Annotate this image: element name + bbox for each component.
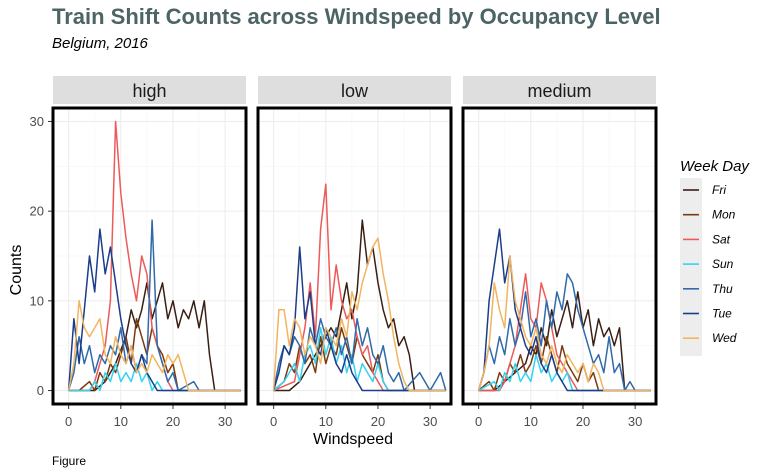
- panel-border: [461, 106, 658, 406]
- legend-label: Tue: [712, 307, 732, 321]
- series-line-mon: [68, 318, 241, 392]
- y-tick-label: 10: [30, 293, 44, 308]
- x-tick-label: 30: [423, 414, 437, 429]
- facet-medium: medium 0 10 20 30: [461, 76, 658, 429]
- legend-label: Mon: [712, 208, 736, 222]
- legend-items: Fri Mon Sat Sun Thu Tue Wed: [683, 183, 737, 345]
- x-axis-label: Windspeed: [313, 431, 393, 448]
- x-tick-label: 20: [576, 414, 590, 429]
- series-line-wed: [272, 237, 446, 392]
- series-line-sat: [273, 183, 446, 392]
- x-tick-label: 0: [475, 414, 482, 429]
- x-tick-label: 30: [218, 414, 232, 429]
- legend-label: Fri: [712, 183, 726, 197]
- legend-title: Week Day: [680, 158, 750, 175]
- facet-high: high 0 10 20 30 0 10 20 30: [30, 76, 248, 429]
- legend-item-sun: Sun: [683, 257, 734, 271]
- x-tick-label: 10: [524, 414, 538, 429]
- legend-label: Sat: [712, 232, 731, 246]
- x-tick-label: 0: [270, 414, 277, 429]
- legend-key-background: [680, 178, 702, 356]
- facet-strip-label: medium: [527, 81, 591, 101]
- legend-item-wed: Wed: [683, 331, 737, 345]
- x-tick-label: 10: [319, 414, 333, 429]
- facet-strip: [258, 76, 451, 104]
- x-tick-label: 20: [166, 414, 180, 429]
- series-line-wed: [67, 300, 241, 392]
- gridlines: [53, 108, 246, 404]
- panel-border: [51, 106, 248, 406]
- facet-low: low 0 10 20 30: [256, 76, 453, 429]
- series-line-wed: [477, 255, 651, 392]
- facet-strip: [463, 76, 656, 104]
- x-tick-label: 20: [371, 414, 385, 429]
- chart-title: Train Shift Counts across Windspeed by O…: [52, 4, 661, 29]
- series-line-sun: [478, 353, 651, 392]
- y-tick-label: 0: [37, 383, 44, 398]
- gridlines: [258, 108, 451, 404]
- facet-strip-label: low: [341, 81, 369, 101]
- figure-caption: Figure: [52, 454, 87, 468]
- legend-label: Thu: [712, 282, 733, 296]
- series-line-sun: [68, 362, 241, 392]
- legend-item-sat: Sat: [683, 232, 731, 246]
- series-line-tue: [477, 228, 651, 392]
- legend-item-thu: Thu: [683, 282, 733, 296]
- facet-panels: high 0 10 20 30 0 10 20 30 low 0 10 20 30 medium 0 10 20 3…: [30, 76, 658, 429]
- legend-item-tue: Tue: [683, 307, 732, 321]
- facet-strip-label: high: [132, 81, 166, 101]
- legend-label: Wed: [712, 331, 737, 345]
- x-tick-label: 30: [628, 414, 642, 429]
- facet-strip: [53, 76, 246, 104]
- x-tick-label: 0: [65, 414, 72, 429]
- chart-subtitle: Belgium, 2016: [52, 35, 148, 52]
- legend-item-mon: Mon: [683, 208, 736, 222]
- y-axis-label: Counts: [8, 245, 25, 296]
- series-line-mon: [273, 327, 446, 392]
- legend-label: Sun: [712, 257, 734, 271]
- y-tick-label: 30: [30, 114, 44, 129]
- series-line-thu: [477, 273, 651, 392]
- legend-item-fri: Fri: [683, 183, 726, 197]
- x-tick-label: 10: [114, 414, 128, 429]
- legend: Week Day Fri Mon Sat Sun Thu Tue Wed: [680, 158, 750, 356]
- y-tick-label: 20: [30, 204, 44, 219]
- series-line-tue: [272, 246, 446, 392]
- panel-border: [256, 106, 453, 406]
- series-line-fri: [478, 291, 651, 392]
